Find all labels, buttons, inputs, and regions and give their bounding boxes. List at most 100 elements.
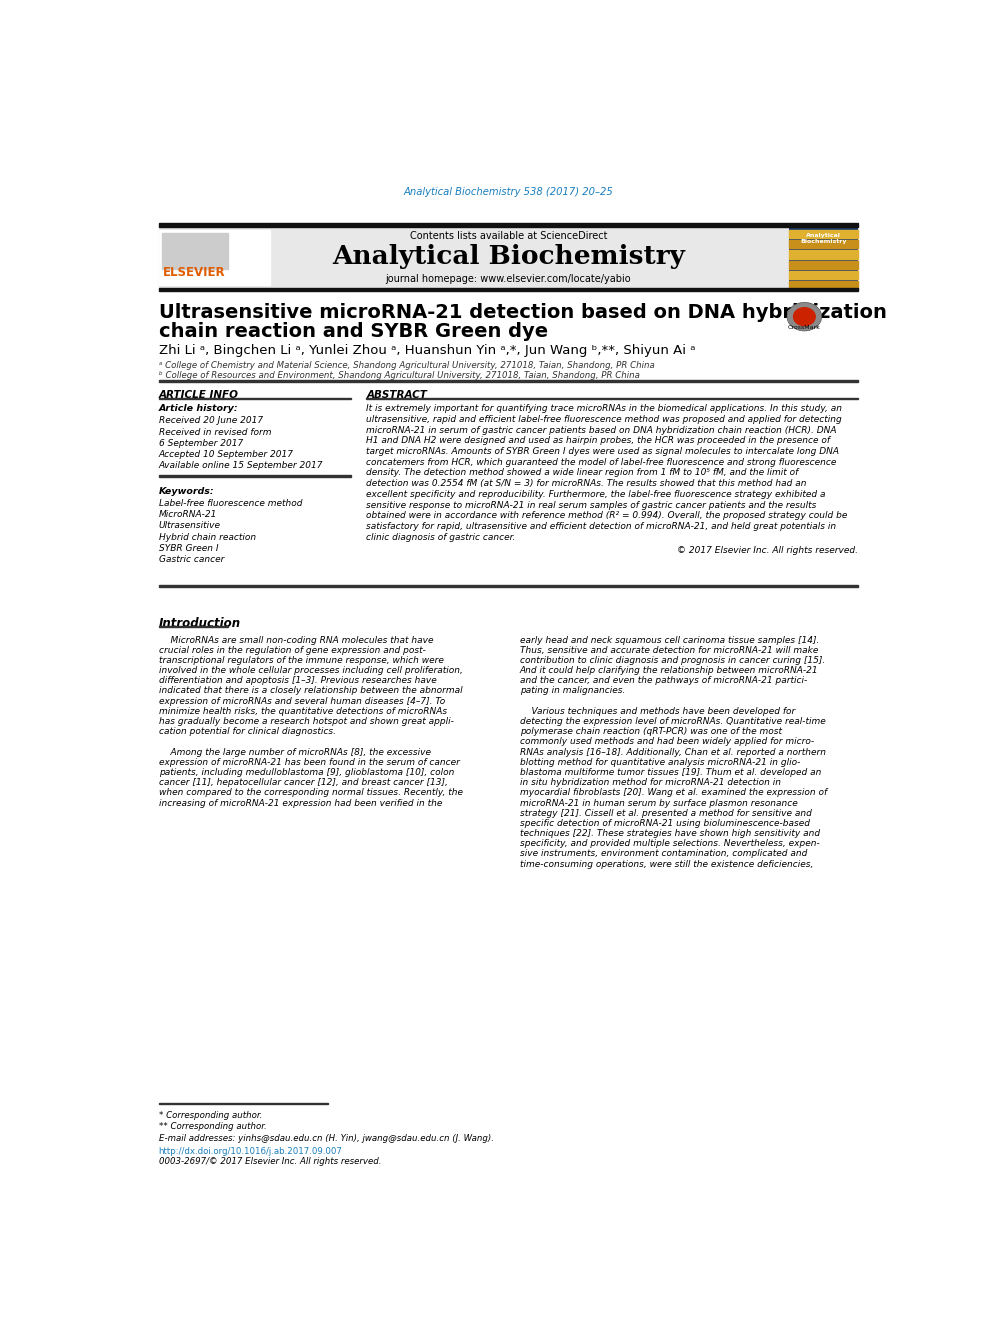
Text: transcriptional regulators of the immune response, which were: transcriptional regulators of the immune… (159, 656, 443, 665)
Text: differentiation and apoptosis [1–3]. Previous researches have: differentiation and apoptosis [1–3]. Pre… (159, 676, 436, 685)
Text: pating in malignancies.: pating in malignancies. (520, 687, 625, 696)
Bar (159, 380, 858, 382)
Bar (159, 288, 858, 291)
Text: SYBR Green I: SYBR Green I (159, 544, 218, 553)
Text: contribution to clinic diagnosis and prognosis in cancer curing [15].: contribution to clinic diagnosis and pro… (520, 656, 825, 665)
Text: © 2017 Elsevier Inc. All rights reserved.: © 2017 Elsevier Inc. All rights reserved… (678, 546, 858, 556)
Text: Available online 15 September 2017: Available online 15 September 2017 (159, 462, 323, 470)
Text: early head and neck squamous cell carinoma tissue samples [14].: early head and neck squamous cell carino… (520, 635, 819, 644)
Text: and the cancer, and even the pathways of microRNA-21 partici-: and the cancer, and even the pathways of… (520, 676, 807, 685)
Text: Analytical Biochemistry: Analytical Biochemistry (332, 245, 684, 270)
Text: detection was 0.2554 fM (at S/N = 3) for microRNAs. The results showed that this: detection was 0.2554 fM (at S/N = 3) for… (366, 479, 806, 488)
Ellipse shape (787, 303, 821, 331)
Bar (789, 261, 858, 269)
Text: CrossMark: CrossMark (788, 325, 820, 329)
Text: http://dx.doi.org/10.1016/j.ab.2017.09.007: http://dx.doi.org/10.1016/j.ab.2017.09.0… (159, 1147, 342, 1156)
Text: sive instruments, environment contamination, complicated and: sive instruments, environment contaminat… (520, 849, 807, 859)
Text: specific detection of microRNA-21 using bioluminescence-based: specific detection of microRNA-21 using … (520, 819, 809, 828)
Text: cancer [11], hepatocellular cancer [12], and breast cancer [13],: cancer [11], hepatocellular cancer [12],… (159, 778, 447, 787)
Bar (159, 230, 270, 284)
Text: concatemers from HCR, which guaranteed the model of label-free fluorescence and : concatemers from HCR, which guaranteed t… (366, 458, 836, 467)
Bar (159, 224, 858, 228)
Text: Accepted 10 September 2017: Accepted 10 September 2017 (159, 450, 294, 459)
Text: ᵃ College of Chemistry and Material Science, Shandong Agricultural University, 2: ᵃ College of Chemistry and Material Scie… (159, 361, 655, 370)
Text: microRNA-21 in human serum by surface plasmon resonance: microRNA-21 in human serum by surface pl… (520, 799, 798, 807)
Text: ultrasensitive, rapid and efficient label-free fluorescence method was proposed : ultrasensitive, rapid and efficient labe… (366, 415, 842, 423)
Text: specificity, and provided multiple selections. Nevertheless, expen-: specificity, and provided multiple selec… (520, 839, 819, 848)
Text: in situ hybridization method for microRNA-21 detection in: in situ hybridization method for microRN… (520, 778, 781, 787)
Text: ᵇ College of Resources and Environment, Shandong Agricultural University, 271018: ᵇ College of Resources and Environment, … (159, 370, 640, 380)
Text: Ultrasensitive: Ultrasensitive (159, 521, 220, 531)
Text: MicroRNA-21: MicroRNA-21 (159, 511, 217, 519)
Text: excellent specificity and reproducibility. Furthermore, the label-free fluoresce: excellent specificity and reproducibilit… (366, 490, 825, 499)
Text: expression of microRNAs and several human diseases [4–7]. To: expression of microRNAs and several huma… (159, 697, 444, 705)
Text: ARTICLE INFO: ARTICLE INFO (159, 390, 239, 400)
Text: 6 September 2017: 6 September 2017 (159, 439, 243, 448)
Bar (789, 241, 858, 249)
Text: increasing of microRNA-21 expression had been verified in the: increasing of microRNA-21 expression had… (159, 799, 442, 807)
Text: has gradually become a research hotspot and shown great appli-: has gradually become a research hotspot … (159, 717, 453, 726)
Text: patients, including medulloblastoma [9], glioblastoma [10], colon: patients, including medulloblastoma [9],… (159, 767, 454, 777)
Text: journal homepage: www.elsevier.com/locate/yabio: journal homepage: www.elsevier.com/locat… (386, 274, 631, 284)
Ellipse shape (793, 307, 815, 327)
Text: polymerase chain reaction (qRT-PCR) was one of the most: polymerase chain reaction (qRT-PCR) was … (520, 728, 782, 736)
Text: Contents lists available at ScienceDirect: Contents lists available at ScienceDirec… (410, 232, 607, 241)
Text: ** Corresponding author.: ** Corresponding author. (159, 1122, 266, 1131)
Text: satisfactory for rapid, ultrasensitive and efficient detection of microRNA-21, a: satisfactory for rapid, ultrasensitive a… (366, 523, 836, 531)
Text: Hybrid chain reaction: Hybrid chain reaction (159, 533, 256, 541)
Text: strategy [21]. Cissell et al. presented a method for sensitive and: strategy [21]. Cissell et al. presented … (520, 808, 811, 818)
Text: Article history:: Article history: (159, 405, 238, 413)
Text: time-consuming operations, were still the existence deficiencies,: time-consuming operations, were still th… (520, 860, 813, 869)
Text: Various techniques and methods have been developed for: Various techniques and methods have been… (520, 706, 796, 716)
Text: RNAs analysis [16–18]. Additionally, Chan et al. reported a northern: RNAs analysis [16–18]. Additionally, Cha… (520, 747, 826, 757)
Text: blastoma multiforme tumor tissues [19]. Thum et al. developed an: blastoma multiforme tumor tissues [19]. … (520, 767, 821, 777)
Text: Analytical
Biochemistry: Analytical Biochemistry (801, 233, 847, 243)
Text: obtained were in accordance with reference method (R² = 0.994). Overall, the pro: obtained were in accordance with referen… (366, 511, 847, 520)
Text: minimize health risks, the quantitative detections of microRNAs: minimize health risks, the quantitative … (159, 706, 446, 716)
Text: Ultrasensitive microRNA-21 detection based on DNA hybridization: Ultrasensitive microRNA-21 detection bas… (159, 303, 887, 323)
Text: Among the large number of microRNAs [8], the excessive: Among the large number of microRNAs [8],… (159, 747, 431, 757)
Text: Analytical Biochemistry 538 (2017) 20–25: Analytical Biochemistry 538 (2017) 20–25 (404, 188, 613, 197)
Text: Introduction: Introduction (159, 617, 241, 630)
Text: 0003-2697/© 2017 Elsevier Inc. All rights reserved.: 0003-2697/© 2017 Elsevier Inc. All right… (159, 1158, 381, 1166)
Text: E-mail addresses: yinhs@sdau.edu.cn (H. Yin), jwang@sdau.edu.cn (J. Wang).: E-mail addresses: yinhs@sdau.edu.cn (H. … (159, 1134, 494, 1143)
Text: ELSEVIER: ELSEVIER (163, 266, 225, 279)
Text: target microRNAs. Amounts of SYBR Green I dyes were used as signal molecules to : target microRNAs. Amounts of SYBR Green … (366, 447, 839, 456)
Text: sensitive response to microRNA-21 in real serum samples of gastric cancer patien: sensitive response to microRNA-21 in rea… (366, 500, 816, 509)
Bar (789, 228, 858, 290)
Bar (789, 230, 858, 238)
Bar (159, 585, 858, 586)
Text: Keywords:: Keywords: (159, 487, 214, 496)
Text: H1 and DNA H2 were designed and used as hairpin probes, the HCR was proceeded in: H1 and DNA H2 were designed and used as … (366, 437, 830, 446)
Text: crucial roles in the regulation of gene expression and post-: crucial roles in the regulation of gene … (159, 646, 426, 655)
Text: techniques [22]. These strategies have shown high sensitivity and: techniques [22]. These strategies have s… (520, 830, 820, 837)
Text: expression of microRNA-21 has been found in the serum of cancer: expression of microRNA-21 has been found… (159, 758, 459, 767)
Bar (163, 233, 228, 269)
Text: density. The detection method showed a wide linear region from 1 fM to 10⁵ fM, a: density. The detection method showed a w… (366, 468, 799, 478)
Text: blotting method for quantitative analysis microRNA-21 in glio-: blotting method for quantitative analysi… (520, 758, 801, 767)
Text: ABSTRACT: ABSTRACT (366, 390, 427, 400)
Text: when compared to the corresponding normal tissues. Recently, the: when compared to the corresponding norma… (159, 789, 462, 798)
Text: microRNA-21 in serum of gastric cancer patients based on DNA hybridization chain: microRNA-21 in serum of gastric cancer p… (366, 426, 836, 435)
Text: It is extremely important for quantifying trace microRNAs in the biomedical appl: It is extremely important for quantifyin… (366, 405, 842, 413)
Text: Received 20 June 2017: Received 20 June 2017 (159, 417, 263, 426)
Text: Zhi Li ᵃ, Bingchen Li ᵃ, Yunlei Zhou ᵃ, Huanshun Yin ᵃ,*, Jun Wang ᵇ,**, Shiyun : Zhi Li ᵃ, Bingchen Li ᵃ, Yunlei Zhou ᵃ, … (159, 344, 695, 357)
Bar (789, 280, 858, 290)
Text: indicated that there is a closely relationship between the abnormal: indicated that there is a closely relati… (159, 687, 462, 696)
Text: detecting the expression level of microRNAs. Quantitative real-time: detecting the expression level of microR… (520, 717, 825, 726)
Bar (789, 250, 858, 258)
Text: MicroRNAs are small non-coding RNA molecules that have: MicroRNAs are small non-coding RNA molec… (159, 635, 434, 644)
Text: commonly used methods and had been widely applied for micro-: commonly used methods and had been widel… (520, 737, 814, 746)
Text: Label-free fluorescence method: Label-free fluorescence method (159, 499, 303, 508)
Text: involved in the whole cellular processes including cell proliferation,: involved in the whole cellular processes… (159, 665, 462, 675)
Text: myocardial fibroblasts [20]. Wang et al. examined the expression of: myocardial fibroblasts [20]. Wang et al.… (520, 789, 827, 798)
Bar (789, 271, 858, 279)
Bar (159, 228, 858, 290)
Text: And it could help clarifying the relationship between microRNA-21: And it could help clarifying the relatio… (520, 665, 818, 675)
Text: chain reaction and SYBR Green dye: chain reaction and SYBR Green dye (159, 321, 548, 341)
Text: Received in revised form: Received in revised form (159, 427, 271, 437)
Text: clinic diagnosis of gastric cancer.: clinic diagnosis of gastric cancer. (366, 533, 516, 541)
Text: cation potential for clinical diagnostics.: cation potential for clinical diagnostic… (159, 728, 335, 736)
Text: Thus, sensitive and accurate detection for microRNA-21 will make: Thus, sensitive and accurate detection f… (520, 646, 818, 655)
Text: * Corresponding author.: * Corresponding author. (159, 1111, 262, 1121)
